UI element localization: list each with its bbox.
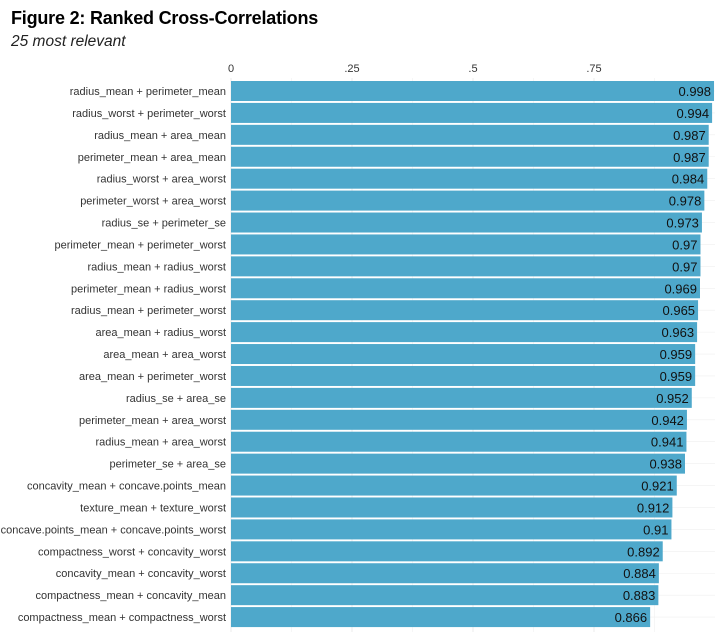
bar — [231, 81, 715, 101]
category-label: concavity_mean + concave.points_mean — [27, 481, 226, 493]
bar — [231, 607, 651, 628]
bar — [231, 124, 709, 145]
category-label: perimeter_worst + area_worst — [80, 196, 226, 208]
bar — [231, 409, 687, 430]
category-label: compactness_mean + concavity_mean — [36, 590, 226, 602]
data-label: 0.987 — [673, 128, 706, 143]
bars — [231, 81, 715, 628]
bar — [231, 234, 701, 255]
bar — [231, 212, 702, 233]
data-label: 0.959 — [660, 347, 693, 362]
category-label: radius_worst + area_worst — [97, 174, 226, 186]
bar — [231, 300, 699, 321]
data-label: 0.884 — [623, 566, 656, 581]
category-label: radius_mean + area_worst — [95, 437, 226, 449]
data-label: 0.969 — [664, 281, 697, 296]
bar — [231, 102, 713, 123]
x-axis-ticks: 0 .25 .5 .75 — [228, 63, 602, 75]
data-label: 0.973 — [666, 216, 699, 231]
data-label: 0.952 — [656, 391, 689, 406]
x-tick-label: .25 — [344, 63, 359, 75]
category-label: perimeter_mean + area_worst — [79, 415, 226, 427]
bar — [231, 519, 672, 540]
chart-subtitle: 25 most relevant — [11, 33, 126, 50]
bar — [231, 497, 673, 518]
bar — [231, 585, 659, 606]
bar — [231, 344, 696, 365]
bar — [231, 431, 687, 452]
category-label: concave.points_mean + concave.points_wor… — [1, 524, 226, 536]
data-label: 0.978 — [669, 194, 702, 209]
bar — [231, 256, 701, 277]
x-tick-label: .75 — [586, 63, 601, 75]
data-label: 0.97 — [672, 259, 697, 274]
data-label: 0.883 — [623, 588, 656, 603]
bar — [231, 365, 696, 386]
data-label: 0.892 — [627, 544, 660, 559]
bar — [231, 146, 709, 167]
value-labels: 0.998 0.994 0.987 0.987 0.984 0.978 0.973 0.97 0… — [615, 84, 711, 625]
x-tick-label: .5 — [468, 63, 477, 75]
data-label: 0.941 — [651, 435, 684, 450]
data-label: 0.921 — [641, 479, 674, 494]
category-label: concavity_mean + concavity_worst — [56, 568, 226, 580]
data-label: 0.866 — [615, 610, 648, 625]
bar — [231, 168, 708, 189]
data-label: 0.984 — [672, 172, 705, 187]
category-label: area_mean + radius_worst — [95, 327, 226, 339]
bar — [231, 190, 705, 211]
category-label: texture_mean + texture_worst — [80, 502, 226, 514]
category-label: radius_worst + perimeter_worst — [72, 108, 226, 120]
bar — [231, 278, 700, 299]
data-label: 0.912 — [637, 500, 670, 515]
category-label: radius_mean + perimeter_worst — [71, 305, 226, 317]
category-label: perimeter_mean + radius_worst — [71, 283, 226, 295]
category-label: radius_mean + perimeter_mean — [70, 86, 226, 98]
category-label: area_mean + area_worst — [103, 349, 226, 361]
category-label: radius_se + perimeter_se — [102, 218, 226, 230]
bar — [231, 541, 663, 562]
data-label: 0.994 — [677, 106, 710, 121]
data-label: 0.938 — [649, 457, 682, 472]
category-label: perimeter_se + area_se — [110, 459, 226, 471]
data-label: 0.965 — [663, 303, 696, 318]
bar — [231, 387, 692, 408]
data-label: 0.987 — [673, 150, 706, 165]
data-label: 0.942 — [651, 413, 684, 428]
data-label: 0.963 — [662, 325, 695, 340]
data-label: 0.959 — [660, 369, 693, 384]
bar — [231, 453, 685, 474]
category-label: radius_mean + radius_worst — [88, 261, 227, 273]
data-label: 0.91 — [643, 522, 668, 537]
bar — [231, 475, 677, 496]
category-label: area_mean + perimeter_worst — [79, 371, 226, 383]
x-tick-label: 0 — [228, 63, 234, 75]
category-label: perimeter_mean + area_mean — [78, 152, 226, 164]
category-label: compactness_worst + concavity_worst — [38, 546, 226, 558]
category-label: radius_mean + area_mean — [94, 130, 226, 142]
category-labels: radius_mean + perimeter_mean radius_worst… — [1, 86, 226, 624]
chart-title: Figure 2: Ranked Cross-Correlations — [11, 8, 319, 28]
category-label: compactness_mean + compactness_worst — [18, 612, 226, 624]
data-label: 0.998 — [678, 84, 711, 99]
bar — [231, 322, 698, 343]
data-label: 0.97 — [672, 237, 697, 252]
category-label: radius_se + area_se — [126, 393, 226, 405]
category-label: perimeter_mean + perimeter_worst — [55, 239, 227, 251]
bar — [231, 563, 659, 584]
